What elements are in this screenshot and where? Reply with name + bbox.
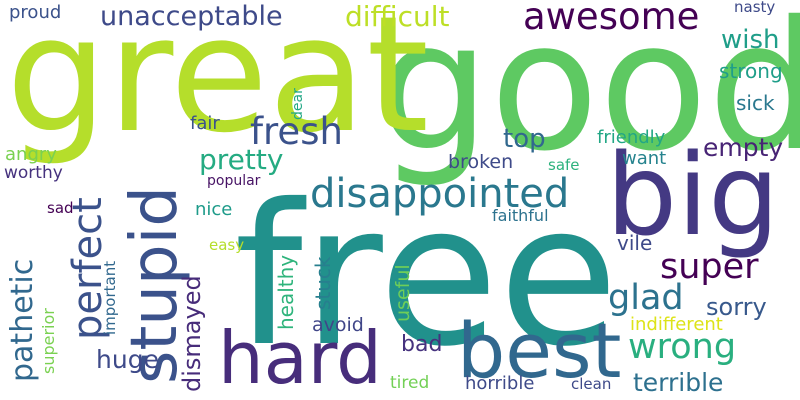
word-sorry: sorry (706, 293, 767, 321)
word-avoid: avoid (312, 314, 364, 336)
word-great: great (6, 0, 430, 168)
word-awesome: awesome (523, 0, 700, 38)
word-dismayed: dismayed (178, 275, 206, 392)
word-easy: easy (209, 236, 245, 254)
word-pathetic: pathetic (5, 258, 40, 382)
word-sad: sad (47, 199, 74, 217)
word-wish: wish (721, 25, 780, 55)
word-clean: clean (571, 375, 612, 393)
word-tired: tired (390, 373, 430, 393)
word-superior: superior (39, 308, 58, 374)
word-useful: useful (392, 264, 414, 322)
word-disappointed: disappointed (310, 171, 570, 217)
word-super: super (660, 247, 759, 287)
word-wrong: wrong (628, 327, 737, 367)
word-vile: vile (617, 231, 653, 255)
word-strong: strong (719, 59, 783, 83)
word-unacceptable: unacceptable (100, 1, 283, 32)
word-sick: sick (736, 91, 775, 115)
word-fresh: fresh (250, 110, 343, 153)
word-fair: fair (190, 113, 220, 134)
word-big: big (606, 131, 780, 261)
word-broken: broken (448, 151, 514, 173)
word-huge: huge (96, 345, 159, 374)
word-best: best (457, 306, 622, 395)
word-pretty: pretty (199, 143, 284, 176)
word-dear: dear (290, 88, 306, 120)
word-top: top (503, 124, 546, 154)
word-horrible: horrible (465, 373, 535, 394)
word-bad: bad (401, 332, 443, 357)
word-faithful: faithful (492, 206, 549, 225)
word-proud: proud (9, 2, 62, 23)
word-worthy: worthy (4, 163, 63, 183)
word-nasty: nasty (734, 0, 776, 16)
word-free: free (234, 162, 619, 389)
word-safe: safe (548, 156, 580, 174)
word-angry: angry (5, 144, 57, 165)
word-popular: popular (207, 173, 261, 189)
word-glad: glad (608, 278, 684, 318)
word-important: important (101, 260, 119, 335)
word-difficult: difficult (345, 0, 450, 33)
word-hard: hard (218, 316, 382, 400)
word-stuck: stuck (311, 256, 335, 310)
word-friendly: friendly (597, 127, 666, 148)
word-good: good (377, 0, 800, 190)
word-want: want (622, 148, 667, 169)
word-nice: nice (195, 199, 233, 220)
word-empty: empty (703, 133, 784, 162)
word-healthy: healthy (274, 254, 298, 330)
word-terrible: terrible (633, 368, 724, 397)
word-indifferent: indifferent (630, 314, 723, 335)
